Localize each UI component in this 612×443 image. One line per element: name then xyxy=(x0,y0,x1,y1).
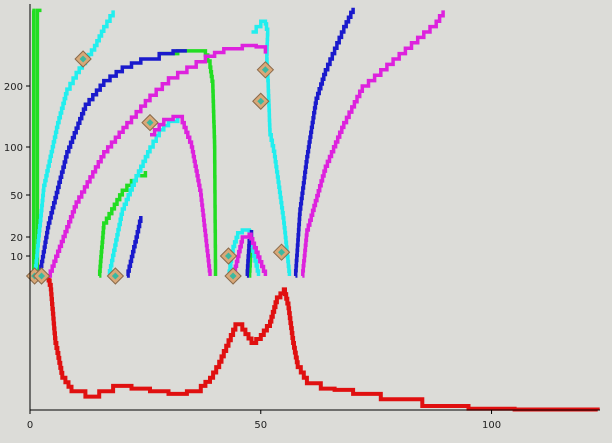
diamond-marker-1 xyxy=(32,267,51,285)
diamond-marker-5 xyxy=(219,247,238,265)
y-tick-label-2: 50 xyxy=(10,191,23,202)
magenta-series-line-14 xyxy=(150,114,212,276)
axes: 0 50 100 200 100 50 20 10 xyxy=(4,4,600,431)
cyan-series-line-8 xyxy=(251,19,292,276)
y-tick-label-0: 200 xyxy=(4,82,23,93)
series-layer xyxy=(31,7,600,412)
x-tick-label-2: 100 xyxy=(482,420,501,431)
diamond-marker-7 xyxy=(252,92,270,110)
diamond-marker-4 xyxy=(141,113,159,132)
y-tick-label-4: 10 xyxy=(10,252,23,263)
magenta-series-line-13 xyxy=(48,43,268,278)
marker-layer xyxy=(25,50,291,285)
cyan-series-line-6 xyxy=(107,116,180,278)
y-tick-label-1: 100 xyxy=(4,143,23,154)
diamond-marker-9 xyxy=(272,243,291,261)
cyan-series-line-5 xyxy=(33,10,115,278)
diamond-marker-3 xyxy=(106,267,125,285)
blue-series-line-9 xyxy=(38,49,187,278)
diamond-marker-2 xyxy=(74,50,92,68)
blue-series-line-11 xyxy=(245,230,254,278)
green-series-line-2 xyxy=(97,171,148,278)
blue-series-line-12 xyxy=(293,7,355,278)
x-tick-label-1: 50 xyxy=(254,420,267,431)
red-series-line-0 xyxy=(46,274,600,412)
magenta-series-line-15 xyxy=(232,232,268,278)
diamond-marker-8 xyxy=(256,61,275,79)
y-tick-label-3: 20 xyxy=(10,233,23,244)
green-series-line-3 xyxy=(159,49,218,276)
diamond-marker-6 xyxy=(224,267,242,285)
blue-series-line-10 xyxy=(126,216,143,278)
x-tick-label-0: 0 xyxy=(27,420,33,431)
magenta-series-line-16 xyxy=(301,10,445,278)
